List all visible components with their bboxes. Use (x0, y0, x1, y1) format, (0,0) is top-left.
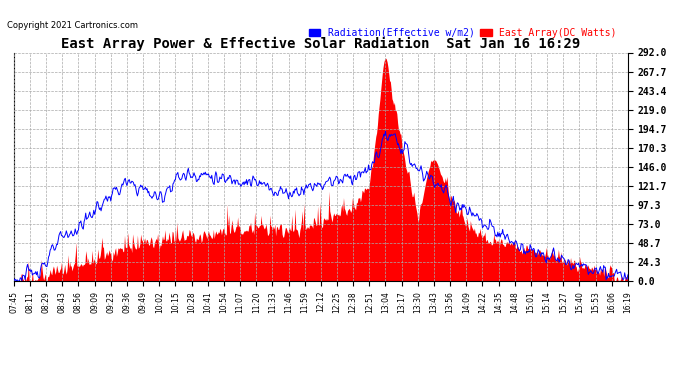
Text: Copyright 2021 Cartronics.com: Copyright 2021 Cartronics.com (7, 21, 138, 30)
Title: East Array Power & Effective Solar Radiation  Sat Jan 16 16:29: East Array Power & Effective Solar Radia… (61, 37, 580, 51)
Legend: Radiation(Effective w/m2), East Array(DC Watts): Radiation(Effective w/m2), East Array(DC… (308, 28, 617, 38)
